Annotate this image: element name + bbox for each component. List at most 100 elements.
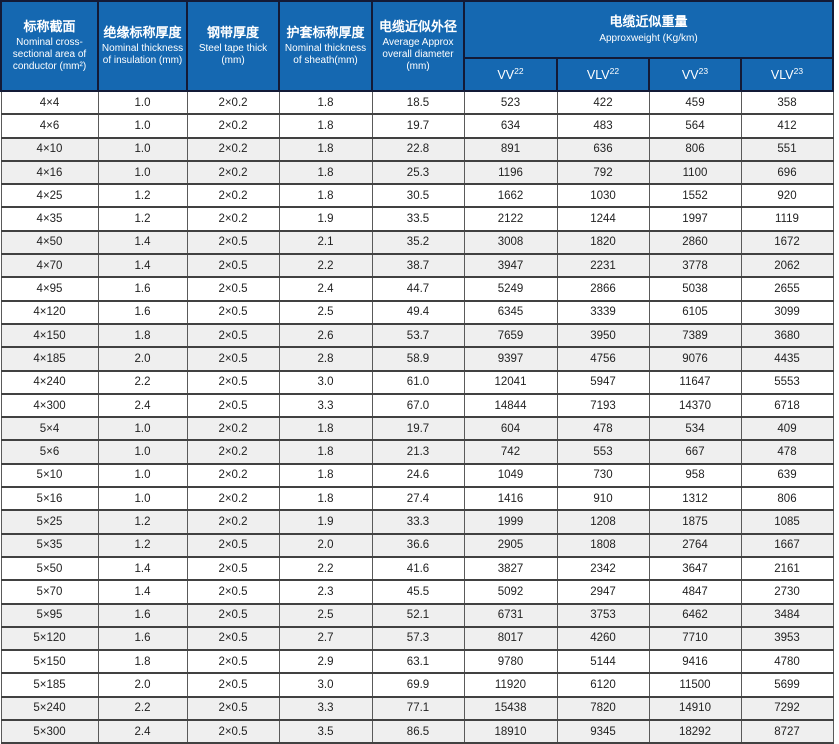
table-cell: 3008 (463, 229, 558, 256)
table-cell: 1.8 (278, 486, 373, 512)
table-cell: 6462 (648, 602, 742, 628)
table-cell: 564 (648, 113, 742, 139)
col-title-zh: 标称截面 (23, 19, 76, 35)
table-cell: 9076 (648, 346, 742, 372)
table-cell: 2655 (740, 276, 834, 302)
group-title-en: Approxweight (Kg/km) (599, 32, 698, 44)
table-cell: 1.4 (97, 253, 188, 279)
table-cell: 5947 (556, 369, 650, 395)
table-cell: 2×0.5 (186, 532, 280, 558)
table-cell: 7292 (740, 695, 834, 722)
table-cell: 3484 (740, 602, 834, 628)
table-cell: 3.0 (278, 369, 373, 395)
table-cell: 12041 (463, 369, 558, 395)
table-cell: 2×0.2 (186, 136, 280, 162)
table-cell: 1662 (463, 183, 558, 209)
table-cell: 2.5 (278, 602, 373, 628)
table-cell: 2×0.5 (186, 672, 280, 698)
table-cell: 483 (556, 113, 650, 139)
table-cell: 5×120 (0, 625, 99, 652)
table-cell: 2905 (463, 532, 558, 558)
col-header-sheath-thickness: 护套标称厚度 Nominal thickness of sheath(mm) (278, 0, 373, 92)
table-cell: 4×150 (0, 322, 99, 349)
table-cell: 553 (556, 439, 650, 465)
table-cell: 35.2 (371, 229, 465, 256)
subcol-sup: 22 (609, 65, 620, 76)
table-cell: 36.6 (371, 532, 465, 558)
table-cell: 1.9 (278, 206, 373, 232)
table-cell: 2×0.5 (186, 555, 280, 582)
table-cell: 18910 (463, 719, 558, 744)
table-cell: 534 (648, 416, 742, 442)
table-cell: 1.2 (97, 183, 188, 209)
table-row: 5×35 1.2 2×0.5 2.0 36.6 2905 1808 2764 1667 (0, 532, 834, 558)
table-cell: 6105 (648, 299, 742, 325)
table-cell: 6731 (463, 602, 558, 628)
table-cell: 4780 (740, 649, 834, 675)
table-cell: 7710 (648, 625, 742, 652)
table-cell: 2.6 (278, 322, 373, 349)
table-cell: 27.4 (371, 486, 465, 512)
col-header-nominal-area: 标称截面 Nominal cross-sectional area of con… (0, 0, 99, 92)
table-row: 4×6 1.0 2×0.2 1.8 19.7 634 483 564 412 (0, 113, 834, 139)
table-cell: 3.5 (278, 719, 373, 744)
table-cell: 4×95 (0, 276, 99, 302)
subcol-label: VV (681, 67, 699, 82)
table-cell: 2×0.5 (186, 322, 280, 349)
table-row: 5×6 1.0 2×0.2 1.8 21.3 742 553 667 478 (0, 439, 834, 465)
table-cell: 5×6 (0, 439, 99, 465)
col-title-zh: 护套标称厚度 (286, 25, 365, 41)
table-cell: 2×0.2 (186, 113, 280, 139)
table-cell: 2.8 (278, 346, 373, 372)
table-cell: 1208 (556, 509, 650, 535)
table-cell: 1.0 (97, 416, 188, 442)
table-cell: 3778 (648, 253, 742, 279)
table-cell: 551 (740, 136, 834, 162)
table-cell: 4×4 (0, 89, 99, 116)
table-cell: 478 (740, 439, 834, 465)
table-cell: 1.8 (278, 113, 373, 139)
table-row: 4×95 1.6 2×0.5 2.4 44.7 5249 2866 5038 2655 (0, 276, 834, 302)
table-cell: 2.2 (278, 555, 373, 582)
subcol-label: VV (497, 67, 515, 82)
table-row: 4×16 1.0 2×0.2 1.8 25.3 1196 792 1100 696 (0, 159, 834, 186)
table-cell: 2×0.5 (186, 625, 280, 652)
table-cell: 1416 (463, 486, 558, 512)
table-cell: 2062 (740, 253, 834, 279)
table-cell: 6718 (740, 392, 834, 419)
table-cell: 7659 (463, 322, 558, 349)
table-cell: 2×0.5 (186, 229, 280, 256)
table-cell: 2×0.2 (186, 89, 280, 116)
col-title-zh: 钢带厚度 (206, 25, 259, 41)
table-cell: 45.5 (371, 579, 465, 605)
table-cell: 2×0.5 (186, 346, 280, 372)
subcol-header-vv22: VV22 (463, 57, 558, 92)
table-cell: 2.7 (278, 625, 373, 652)
table-cell: 3.3 (278, 392, 373, 419)
table-cell: 2947 (556, 579, 650, 605)
table-cell: 4×300 (0, 392, 99, 419)
table-row: 4×185 2.0 2×0.5 2.8 58.9 9397 4756 9076 4435 (0, 346, 834, 372)
table-cell: 1.8 (278, 136, 373, 162)
table-row: 4×70 1.4 2×0.5 2.2 38.7 3947 2231 3778 2062 (0, 253, 834, 279)
table-cell: 2730 (740, 579, 834, 605)
table-cell: 5×240 (0, 695, 99, 722)
table-cell: 86.5 (371, 719, 465, 744)
table-cell: 67.0 (371, 392, 465, 419)
table-cell: 636 (556, 136, 650, 162)
table-cell: 634 (463, 113, 558, 139)
table-cell: 409 (740, 416, 834, 442)
table-cell: 11500 (648, 672, 742, 698)
col-title-en: Nominal thickness of sheath(mm) (284, 43, 367, 67)
table-cell: 2866 (556, 276, 650, 302)
table-cell: 7389 (648, 322, 742, 349)
table-cell: 1.6 (97, 299, 188, 325)
table-row: 4×35 1.2 2×0.2 1.9 33.5 2122 1244 1997 1119 (0, 206, 834, 232)
table-cell: 5×300 (0, 719, 99, 744)
subcol-header-vv23: VV23 (648, 57, 742, 92)
table-cell: 1875 (648, 509, 742, 535)
table-cell: 3339 (556, 299, 650, 325)
table-cell: 2.4 (278, 276, 373, 302)
table-cell: 5×50 (0, 555, 99, 582)
